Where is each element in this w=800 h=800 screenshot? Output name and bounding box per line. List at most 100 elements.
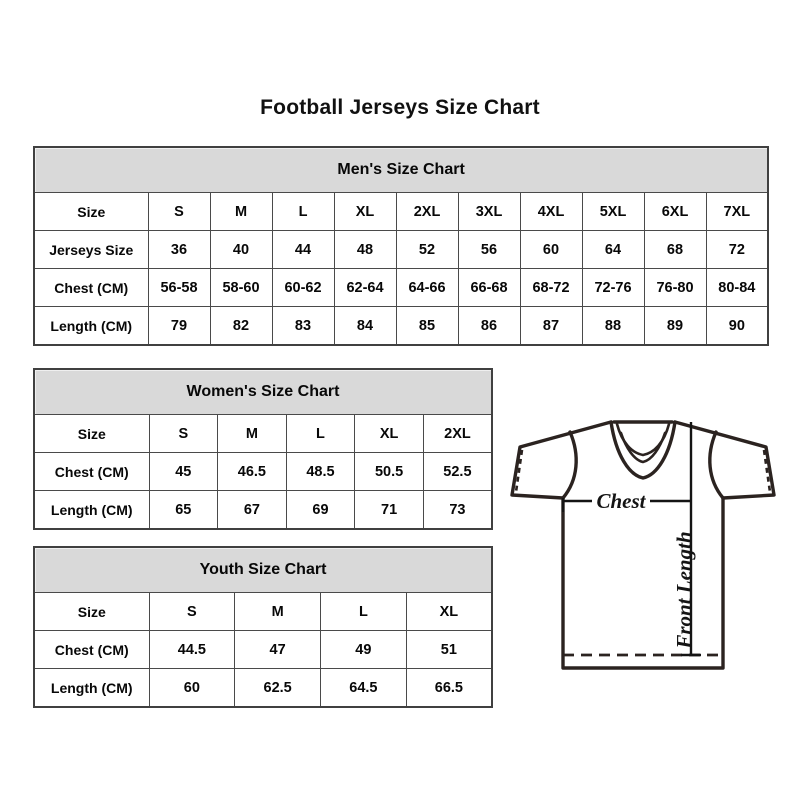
table-cell: 83 <box>271 306 335 346</box>
size-column-header: S <box>148 414 219 453</box>
table-row: Chest (CM) 44.5 47 49 51 <box>33 630 493 669</box>
table-cell: 86 <box>457 306 521 346</box>
page-title: Football Jerseys Size Chart <box>260 96 540 119</box>
size-column-header: S <box>148 592 236 631</box>
column-header-size: Size <box>33 192 149 231</box>
youth-table-title: Youth Size Chart <box>33 546 493 593</box>
table-cell: 52.5 <box>422 452 493 491</box>
table-cell: 68 <box>643 230 707 269</box>
table-section-title-row: Women's Size Chart <box>33 368 493 415</box>
jersey-measurement-diagram: Chest Front Length <box>500 400 785 685</box>
chest-label: Chest <box>596 489 646 513</box>
row-label: Chest (CM) <box>33 630 150 669</box>
size-column-header: 2XL <box>422 414 493 453</box>
table-cell: 60 <box>519 230 583 269</box>
table-cell: 64 <box>581 230 645 269</box>
table-cell: 88 <box>581 306 645 346</box>
front-length-label: Front Length <box>672 531 696 649</box>
youth-size-table: Youth Size Chart Size S M L XL Chest (CM… <box>33 546 493 708</box>
table-cell: 60-62 <box>271 268 335 307</box>
row-label: Jerseys Size <box>33 230 149 269</box>
table-cell: 52 <box>395 230 459 269</box>
row-label: Length (CM) <box>33 306 149 346</box>
size-column-header: M <box>234 592 321 631</box>
table-cell: 90 <box>705 306 769 346</box>
size-column-header: 6XL <box>643 192 707 231</box>
table-cell: 62.5 <box>234 668 321 708</box>
table-cell: 65 <box>148 490 219 530</box>
table-cell: 64-66 <box>395 268 459 307</box>
table-cell: 40 <box>209 230 273 269</box>
table-cell: 69 <box>285 490 356 530</box>
front-length-measurement-line <box>681 422 701 657</box>
table-cell: 87 <box>519 306 583 346</box>
row-label: Length (CM) <box>33 668 150 708</box>
table-row: Chest (CM) 56-58 58-60 60-62 62-64 64-66… <box>33 268 769 307</box>
column-header-size: Size <box>33 414 150 453</box>
table-cell: 45 <box>148 452 219 491</box>
table-cell: 80-84 <box>705 268 769 307</box>
jersey-outline-icon <box>510 420 776 670</box>
row-label: Length (CM) <box>33 490 150 530</box>
size-column-header: 7XL <box>705 192 769 231</box>
table-cell: 60 <box>148 668 236 708</box>
table-row: Length (CM) 65 67 69 71 73 <box>33 490 493 530</box>
table-cell: 48 <box>333 230 397 269</box>
table-cell: 36 <box>147 230 211 269</box>
row-label: Chest (CM) <box>33 268 149 307</box>
left-cuff-stitch-line <box>514 449 524 493</box>
table-cell: 89 <box>643 306 707 346</box>
column-header-size: Size <box>33 592 150 631</box>
table-cell: 64.5 <box>320 668 407 708</box>
table-cell: 79 <box>147 306 211 346</box>
womens-table-title: Women's Size Chart <box>33 368 493 415</box>
table-header-row: Size S M L XL <box>33 592 493 631</box>
size-column-header: L <box>271 192 335 231</box>
table-cell: 73 <box>422 490 493 530</box>
size-column-header: 5XL <box>581 192 645 231</box>
size-column-header: S <box>147 192 211 231</box>
table-section-title-row: Youth Size Chart <box>33 546 493 593</box>
table-cell: 49 <box>320 630 407 669</box>
table-cell: 72-76 <box>581 268 645 307</box>
table-cell: 71 <box>354 490 424 530</box>
table-header-row: Size S M L XL 2XL <box>33 414 493 453</box>
table-cell: 66-68 <box>457 268 521 307</box>
table-row: Chest (CM) 45 46.5 48.5 50.5 52.5 <box>33 452 493 491</box>
table-row: Length (CM) 60 62.5 64.5 66.5 <box>33 668 493 708</box>
size-column-header: M <box>209 192 273 231</box>
table-row: Jerseys Size 36 40 44 48 52 56 60 64 68 … <box>33 230 769 269</box>
table-cell: 48.5 <box>285 452 356 491</box>
table-cell: 85 <box>395 306 459 346</box>
table-cell: 62-64 <box>333 268 397 307</box>
row-label: Chest (CM) <box>33 452 150 491</box>
table-cell: 44 <box>271 230 335 269</box>
table-cell: 66.5 <box>405 668 493 708</box>
table-row: Length (CM) 79 82 83 84 85 86 87 88 89 9… <box>33 306 769 346</box>
size-column-header: XL <box>333 192 397 231</box>
table-cell: 72 <box>705 230 769 269</box>
size-column-header: 4XL <box>519 192 583 231</box>
right-cuff-stitch-line <box>762 449 772 493</box>
table-cell: 56 <box>457 230 521 269</box>
table-cell: 58-60 <box>209 268 273 307</box>
table-section-title-row: Men's Size Chart <box>33 146 769 193</box>
womens-size-table: Women's Size Chart Size S M L XL 2XL Che… <box>33 368 493 530</box>
size-column-header: 2XL <box>395 192 459 231</box>
table-cell: 76-80 <box>643 268 707 307</box>
table-cell: 50.5 <box>354 452 424 491</box>
table-cell: 82 <box>209 306 273 346</box>
size-column-header: L <box>285 414 356 453</box>
size-column-header: M <box>217 414 287 453</box>
table-cell: 46.5 <box>217 452 287 491</box>
size-column-header: L <box>320 592 407 631</box>
table-cell: 44.5 <box>148 630 236 669</box>
table-cell: 51 <box>405 630 493 669</box>
table-cell: 67 <box>217 490 287 530</box>
chest-measurement-line <box>561 488 693 514</box>
size-column-header: 3XL <box>457 192 521 231</box>
table-cell: 84 <box>333 306 397 346</box>
table-cell: 47 <box>234 630 321 669</box>
size-column-header: XL <box>354 414 424 453</box>
table-cell: 56-58 <box>147 268 211 307</box>
